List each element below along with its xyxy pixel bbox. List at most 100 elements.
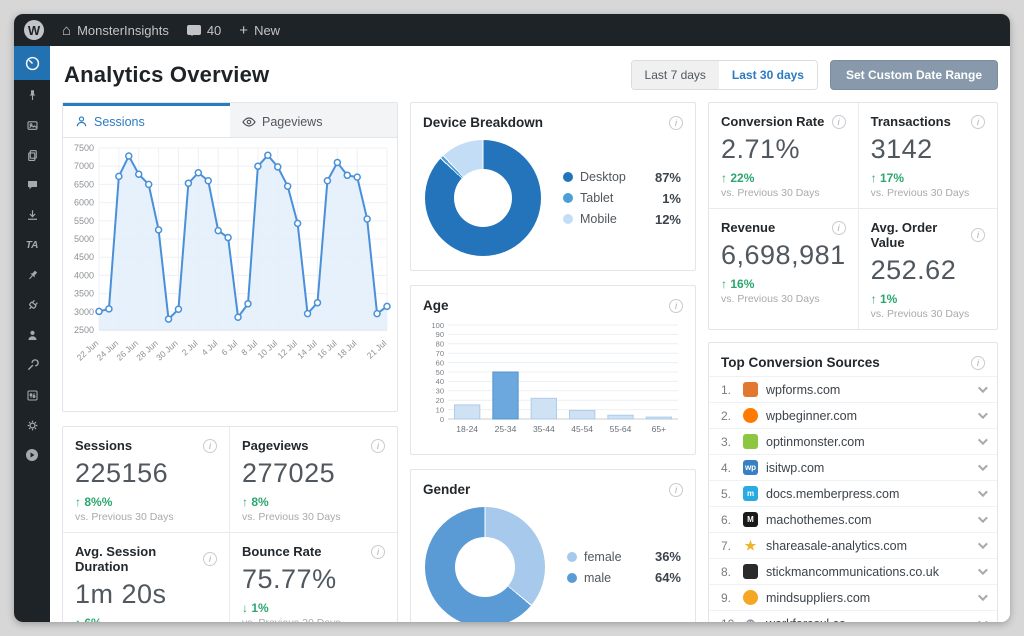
chevron-down-icon[interactable] (977, 435, 988, 446)
column-middle: Device Breakdown Desktop 87% Tablet 1% Mob… (410, 102, 696, 622)
stat-caption: vs. Previous 30 Days (721, 187, 820, 199)
source-row[interactable]: 8. stickmancommunications.co.uk (709, 558, 997, 584)
delta-value: 16% (730, 277, 755, 291)
info-icon[interactable] (371, 544, 385, 559)
last-7-days-button[interactable]: Last 7 days (631, 61, 719, 89)
delta-value: 8%% (84, 495, 113, 509)
stat-value: 225156 (75, 458, 169, 488)
sidebar-item-ta[interactable]: TA (14, 230, 50, 260)
info-icon[interactable] (203, 552, 217, 566)
stat-label: Avg. Order Value (870, 220, 938, 250)
legend-label: Tablet (580, 191, 614, 205)
main-content: Analytics Overview Last 7 days Last 30 d… (50, 46, 1010, 622)
stat-value: 2.71% (721, 134, 801, 164)
sidebar-item-downloads[interactable] (14, 200, 50, 230)
info-icon[interactable] (371, 438, 385, 453)
sessions-line-chart[interactable]: 2500 3000 3500 4000 4500 5000 5500 6000 6500 7000… (63, 138, 397, 406)
stat-value: 3142 (870, 134, 933, 164)
sidebar-item-pages[interactable] (14, 140, 50, 170)
column-left: Sessions Pageviews 2500 3000 3500 4000 4500 5… (62, 102, 398, 622)
sidebar-item-tools[interactable] (14, 350, 50, 380)
chevron-down-icon[interactable] (977, 487, 988, 498)
delta-arrow-icon: ↑ (75, 616, 81, 622)
stat-value: 6,698,981 (721, 240, 846, 270)
chevron-down-icon[interactable] (977, 539, 988, 550)
svg-text:12 Jul: 12 Jul (275, 338, 299, 361)
source-domain: machothemes.com (766, 512, 872, 527)
info-icon[interactable] (669, 482, 683, 497)
chevron-down-icon[interactable] (977, 513, 988, 524)
sidebar-item-collapse[interactable] (14, 440, 50, 470)
comments-menu[interactable]: 40 (186, 22, 222, 38)
favicon-workforcexl-globe: ⊕ (743, 616, 758, 623)
comment-icon (27, 180, 37, 189)
info-icon[interactable] (831, 220, 846, 235)
source-row[interactable]: 7. ★ shareasale-analytics.com (709, 532, 997, 558)
source-rank: 5. (721, 486, 732, 501)
sidebar-item-dashboard[interactable] (14, 46, 50, 80)
download-icon (27, 209, 37, 220)
source-row[interactable]: 3. optinmonster.com (709, 428, 997, 454)
sidebar-item-pin[interactable] (14, 260, 50, 290)
svg-text:3500: 3500 (74, 289, 94, 299)
source-row[interactable]: 5. m docs.memberpress.com (709, 480, 997, 506)
stat-card-revenue: Revenue 6,698,981 ↑ 16% vs. Previous 30 … (709, 209, 859, 329)
source-domain: isitwp.com (766, 460, 825, 475)
info-icon[interactable] (669, 115, 683, 130)
gender-card: Gender female 36% male 64% (410, 469, 696, 622)
info-icon[interactable] (971, 355, 985, 370)
favicon-optinmonster (743, 434, 758, 449)
set-custom-date-range-button[interactable]: Set Custom Date Range (829, 60, 998, 90)
wp-logo-menu[interactable]: W (24, 20, 44, 40)
svg-text:6 Jul: 6 Jul (219, 338, 239, 358)
sidebar-item-integrations[interactable] (14, 410, 50, 440)
chevron-down-icon[interactable] (977, 461, 988, 472)
tab-pageviews-label: Pageviews (262, 114, 323, 129)
source-row[interactable]: 4. wp isitwp.com (709, 454, 997, 480)
sidebar-item-posts[interactable] (14, 80, 50, 110)
chevron-down-icon[interactable] (977, 409, 988, 420)
tab-pageviews[interactable]: Pageviews (230, 103, 397, 137)
source-row[interactable]: 10.⊕ workforcexl.co (709, 610, 997, 622)
favicon-shareasale-star: ★ (744, 537, 757, 553)
legend-pct: 36% (654, 549, 681, 564)
sidebar-item-comments[interactable] (14, 170, 50, 200)
device-donut-chart[interactable] (425, 140, 541, 256)
new-content-menu[interactable]: + New (239, 22, 280, 39)
last-30-days-button[interactable]: Last 30 days (718, 61, 817, 89)
info-icon[interactable] (669, 298, 683, 313)
sidebar-item-media[interactable] (14, 110, 50, 140)
sidebar-item-settings[interactable] (14, 380, 50, 410)
gender-donut-chart[interactable] (425, 507, 545, 622)
source-row[interactable]: 2. wpbeginner.com (709, 402, 997, 428)
source-row[interactable]: 9. mindsuppliers.com (709, 584, 997, 610)
source-rank: 2. (721, 408, 732, 423)
sidebar-item-users[interactable] (14, 320, 50, 350)
svg-text:18 Jul: 18 Jul (335, 338, 359, 361)
chevron-down-icon[interactable] (977, 383, 988, 394)
source-domain: mindsuppliers.com (766, 590, 871, 605)
svg-text:20: 20 (436, 396, 444, 405)
browser-window: W ⌂ MonsterInsights 40 + New (14, 14, 1010, 622)
comment-bubble-icon (186, 25, 201, 36)
comments-count: 40 (206, 22, 222, 38)
favicon-wpforms (743, 382, 758, 397)
chevron-down-icon[interactable] (977, 565, 988, 576)
stat-card-conversion-rate: Conversion Rate 2.71% ↑ 22% vs. Previous… (709, 103, 859, 209)
tab-sessions[interactable]: Sessions (63, 103, 230, 137)
wp-admin-bar: W ⌂ MonsterInsights 40 + New (14, 14, 1010, 46)
source-row[interactable]: 1. wpforms.com (709, 376, 997, 402)
info-icon[interactable] (203, 438, 217, 453)
chevron-down-icon[interactable] (977, 617, 988, 622)
site-menu[interactable]: ⌂ MonsterInsights (62, 23, 169, 38)
info-icon[interactable] (971, 114, 985, 129)
chevron-down-icon[interactable] (977, 591, 988, 602)
delta-value: 1% (251, 601, 269, 615)
info-icon[interactable] (831, 114, 846, 129)
sidebar-item-plugins[interactable] (14, 290, 50, 320)
svg-text:5500: 5500 (74, 216, 94, 226)
info-icon[interactable] (971, 228, 985, 242)
